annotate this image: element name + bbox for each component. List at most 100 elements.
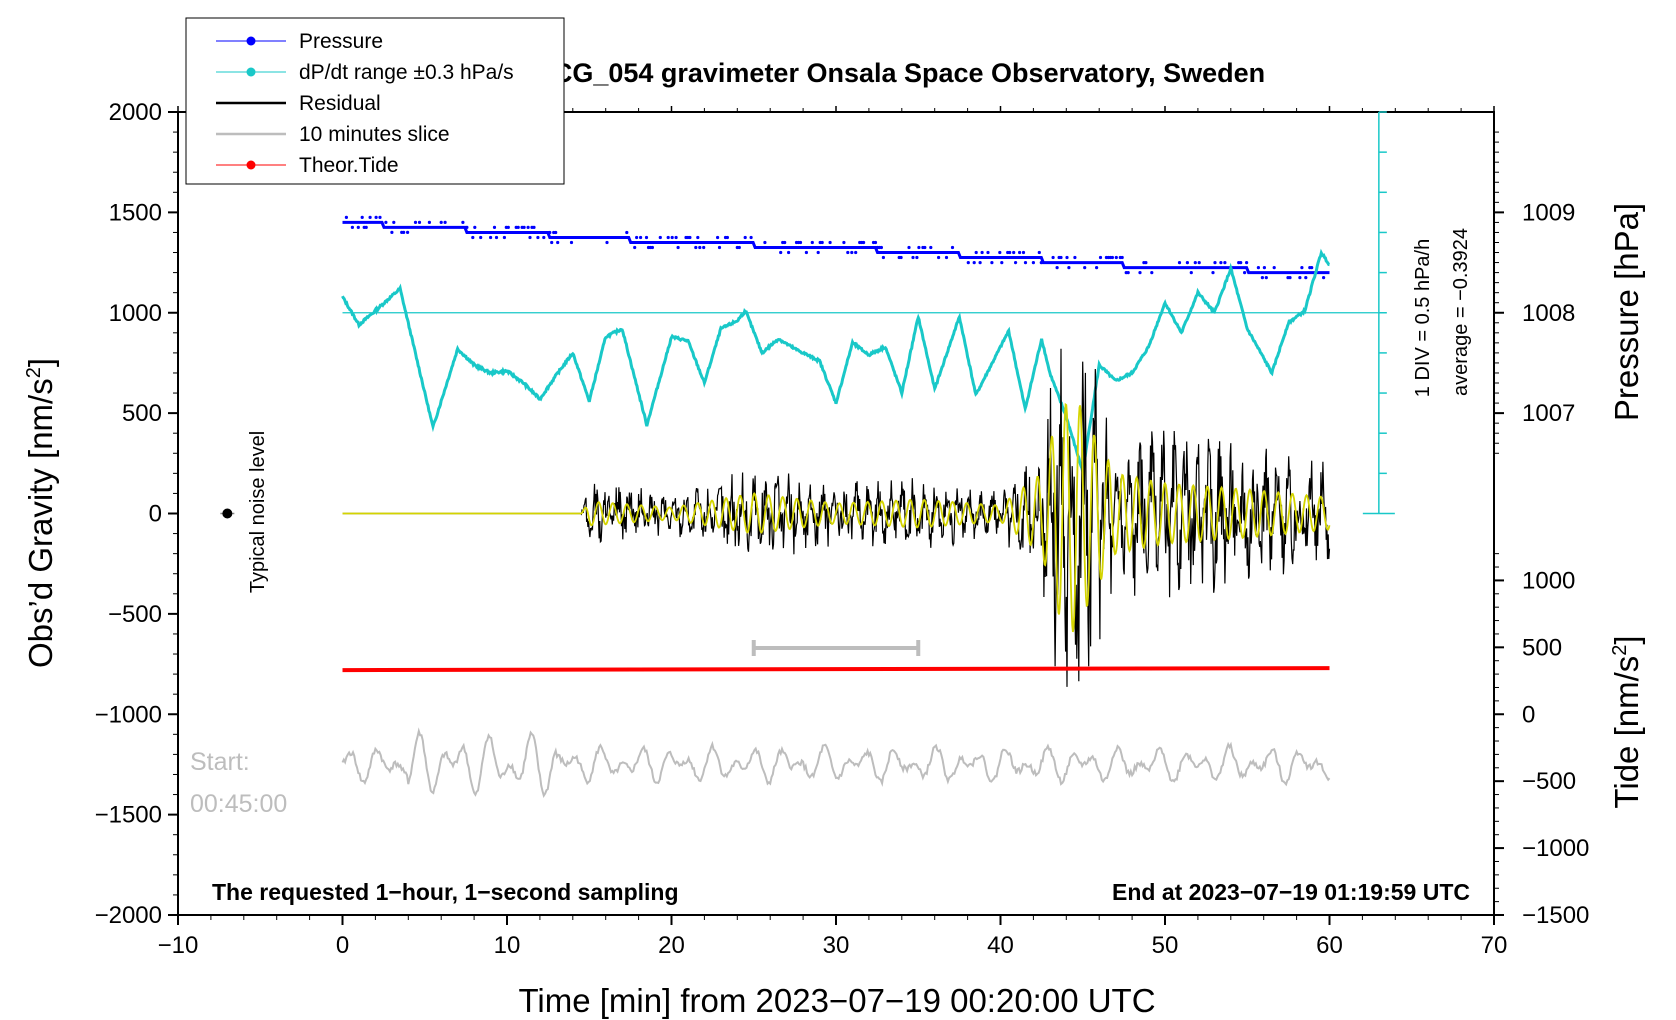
pressure-point xyxy=(1023,261,1028,265)
pressure-point xyxy=(850,250,854,255)
pressure-point xyxy=(696,235,700,240)
pressure-point xyxy=(828,240,832,245)
y-tick-label: −1500 xyxy=(95,802,162,829)
pressure-point xyxy=(494,235,499,240)
pressure-point xyxy=(550,240,554,245)
pressure-point xyxy=(950,245,955,250)
pressure-point xyxy=(974,250,978,255)
pressure-tick-label: 1008 xyxy=(1522,300,1575,327)
tide-axis-ticks: 1000 500 0 −500 −1000 −1500 xyxy=(1494,553,1589,929)
pressure-point xyxy=(980,250,984,255)
pressure-point xyxy=(1243,271,1247,275)
pressure-point xyxy=(532,225,536,229)
pressure-point xyxy=(846,250,850,255)
start-time-label: 00:45:00 xyxy=(190,790,287,818)
pressure-point xyxy=(1073,255,1077,260)
pressure-point xyxy=(937,255,941,260)
pressure-point xyxy=(506,225,510,229)
pressure-point xyxy=(1031,261,1035,265)
pressure-point xyxy=(471,235,475,240)
y-tick-label: 1500 xyxy=(109,199,162,226)
pressure-point xyxy=(1272,266,1276,270)
pressure-point xyxy=(1219,261,1223,265)
pressure-point xyxy=(1239,261,1243,265)
pressure-point xyxy=(374,215,378,219)
pressure-point xyxy=(907,245,911,250)
y-tick-label: 500 xyxy=(122,400,162,427)
legend-box xyxy=(185,17,565,185)
tide-axis-label: Tide [nm/s2] xyxy=(1608,635,1645,808)
pressure-point xyxy=(569,240,574,245)
pressure-point xyxy=(368,215,372,219)
pressure-point xyxy=(986,250,990,255)
legend-entries: Pressure dP/dt range ±0.3 hPa/s Residual 10… xyxy=(216,30,514,177)
pressure-tick-label: 1007 xyxy=(1522,400,1575,427)
pressure-point xyxy=(625,230,629,235)
y-tick-label: 1000 xyxy=(109,300,162,327)
pressure-point xyxy=(743,235,747,240)
pressure-point xyxy=(1067,266,1071,270)
pressure-point xyxy=(1114,255,1118,260)
x-tick-label: 0 xyxy=(336,932,349,959)
pressure-point xyxy=(536,235,540,240)
pressure-point xyxy=(542,235,546,240)
theoretical-tide-line xyxy=(342,666,1330,673)
pressure-point xyxy=(1213,261,1217,265)
pressure-point xyxy=(978,261,982,265)
pressure-point xyxy=(554,230,558,235)
pressure-point xyxy=(492,225,497,229)
pressure-point xyxy=(427,220,431,224)
pressure-point xyxy=(804,250,809,255)
pressure-point xyxy=(526,225,530,229)
pressure-point xyxy=(787,250,791,255)
legend-label: Pressure xyxy=(299,30,383,53)
x-tick-label: 10 xyxy=(494,932,521,959)
x-tick-label: 50 xyxy=(1152,932,1179,959)
pressure-point xyxy=(670,235,674,240)
pressure-point xyxy=(406,230,410,234)
pressure-point xyxy=(516,225,520,229)
pressure-point xyxy=(972,261,976,265)
pressure-point xyxy=(1144,261,1148,265)
pressure-point xyxy=(1021,250,1026,255)
pressure-point xyxy=(820,240,824,245)
pressure-point xyxy=(911,255,915,260)
legend-label: Theor.Tide xyxy=(299,154,399,177)
y-axis-label-left-sup: 2 xyxy=(23,367,45,378)
pressure-point xyxy=(879,245,884,250)
pressure-point xyxy=(650,245,655,250)
pressure-point xyxy=(881,255,886,260)
pressure-point xyxy=(644,235,649,240)
pressure-point xyxy=(1304,276,1308,280)
pressure-axis-label: Pressure [hPa] xyxy=(1608,203,1645,421)
pressure-point xyxy=(364,225,368,229)
pressure-point xyxy=(639,235,643,240)
tide-tick-label: −1000 xyxy=(1522,835,1589,862)
y-tick-label: −2000 xyxy=(95,902,162,929)
pressure-point xyxy=(923,245,927,250)
pressure-point xyxy=(1150,271,1154,275)
pressure-point xyxy=(417,220,422,224)
start-label: Start: xyxy=(190,748,250,776)
dpdt-curve xyxy=(341,248,1331,472)
dpdt-scale-bar: 1 DIV = 0.5 hPa/h average = −0.3924 xyxy=(1362,111,1472,515)
pressure-point xyxy=(1098,255,1103,260)
pressure-point xyxy=(725,235,730,240)
pressure-point xyxy=(674,235,678,240)
filtered-line xyxy=(342,402,1331,633)
x-tick-label: 60 xyxy=(1316,932,1343,959)
y-tick-label: −500 xyxy=(108,601,162,628)
pressure-point xyxy=(944,255,949,260)
pressure-point xyxy=(1245,261,1249,265)
y-tick-label: 0 xyxy=(149,501,162,528)
y-axis-label-left: Obs’d Gravity [nm/s2] xyxy=(22,358,59,668)
pressure-point xyxy=(763,240,767,245)
pressure-point xyxy=(1000,261,1004,265)
pressure-point xyxy=(528,235,532,240)
pressure-point xyxy=(1051,255,1055,260)
chart-title: SCG_054 gravimeter Onsala Space Observat… xyxy=(535,58,1265,88)
series-layer xyxy=(220,215,1331,799)
pressure-point xyxy=(779,250,783,255)
pressure-point xyxy=(1037,250,1041,255)
